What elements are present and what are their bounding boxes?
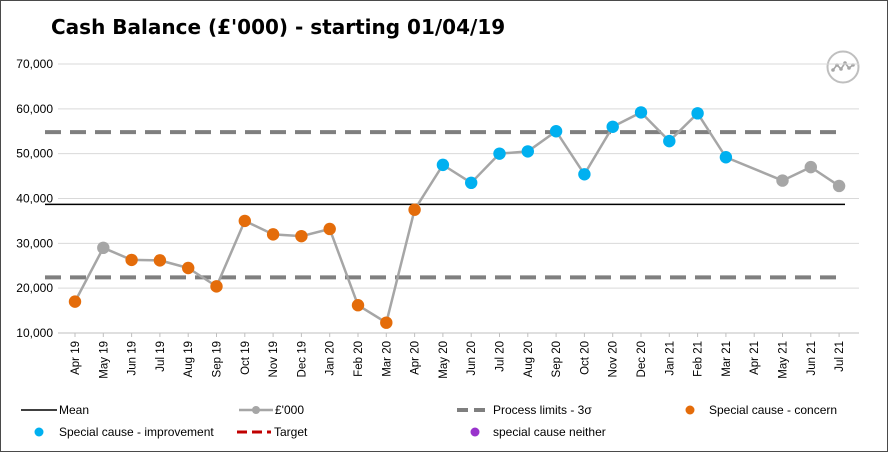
y-tick-label: 50,000 xyxy=(16,147,53,161)
legend-neither-marker xyxy=(470,427,480,437)
chart-title: Cash Balance (£'000) - starting 01/04/19 xyxy=(51,15,506,39)
x-tick-label: Sep 20 xyxy=(551,341,563,377)
data-point-improvement xyxy=(493,147,506,160)
y-tick-label: 20,000 xyxy=(16,281,53,295)
legend-concern-marker xyxy=(685,405,695,415)
y-tick-label: 30,000 xyxy=(16,236,53,250)
data-point-improvement xyxy=(634,106,648,119)
x-tick-label: Jul 19 xyxy=(155,341,167,372)
series-line xyxy=(73,111,840,324)
x-tick-label: Sep 19 xyxy=(212,341,224,377)
legend-improvement-label: Special cause - improvement xyxy=(59,425,214,439)
data-point-neutral xyxy=(97,241,110,255)
legend-mean-label: Mean xyxy=(59,403,89,417)
legend-concern-label: Special cause - concern xyxy=(709,403,837,417)
legend-improvement-marker xyxy=(34,427,44,437)
x-tick-label: Mar 21 xyxy=(721,341,733,377)
data-point-concern xyxy=(323,222,336,236)
data-point-concern xyxy=(238,214,251,228)
data-point-improvement xyxy=(521,145,534,158)
data-point-improvement xyxy=(465,176,478,190)
data-point-concern xyxy=(408,203,421,216)
x-tick-label: Dec 20 xyxy=(636,341,648,377)
data-point-neutral xyxy=(832,179,846,193)
x-tick-label: Mar 20 xyxy=(381,341,393,377)
data-point-improvement xyxy=(606,120,619,133)
x-tick-label: May 20 xyxy=(438,341,450,379)
data-point-concern xyxy=(125,253,138,267)
x-tick-label: Apr 19 xyxy=(70,341,82,375)
data-point-improvement xyxy=(436,158,450,172)
data-point-improvement xyxy=(719,151,733,164)
x-tick-label: Nov 19 xyxy=(268,341,280,377)
x-tick-label: Jul 21 xyxy=(834,341,846,372)
x-tick-label: Apr 20 xyxy=(410,341,422,375)
data-point-concern xyxy=(153,254,167,267)
x-tick-label: May 21 xyxy=(778,341,790,379)
x-tick-label: Apr 21 xyxy=(749,341,761,375)
spc-variation-icon xyxy=(826,50,860,84)
x-tick-label: Jul 20 xyxy=(495,341,507,372)
x-tick-label: May 19 xyxy=(98,341,110,379)
legend-series-label: £'000 xyxy=(275,403,304,417)
data-point-neutral xyxy=(776,174,789,187)
data-point-concern xyxy=(351,299,365,312)
y-tick-label: 70,000 xyxy=(16,57,53,71)
legend-series-marker xyxy=(252,406,260,414)
data-point-concern xyxy=(266,228,280,241)
x-tick-label: Jun 19 xyxy=(127,341,139,376)
x-tick-label: Nov 20 xyxy=(608,341,620,377)
x-tick-label: Oct 20 xyxy=(579,341,591,375)
data-point-improvement xyxy=(663,134,676,148)
data-point-concern xyxy=(68,295,82,308)
legend-target-label: Target xyxy=(274,425,308,439)
x-tick-label: Feb 21 xyxy=(693,341,705,377)
legend-process-limits-label: Process limits - 3σ xyxy=(493,403,592,417)
y-tick-label: 60,000 xyxy=(16,102,53,116)
x-tick-label: Aug 20 xyxy=(523,341,535,377)
data-point-neutral xyxy=(804,160,817,174)
data-point-improvement xyxy=(578,168,591,181)
data-point-concern xyxy=(295,229,308,243)
data-point-concern xyxy=(380,316,393,329)
x-tick-label: Jan 20 xyxy=(325,341,337,376)
x-tick-label: Feb 20 xyxy=(353,341,365,377)
x-tick-label: Aug 19 xyxy=(183,341,195,377)
y-tick-label: 10,000 xyxy=(16,326,53,340)
y-tick-label: 40,000 xyxy=(16,192,53,206)
x-tick-label: Oct 19 xyxy=(240,341,252,375)
x-tick-label: Jun 21 xyxy=(806,341,818,376)
data-point-improvement xyxy=(691,107,704,120)
data-point-concern xyxy=(182,261,195,275)
x-tick-label: Jun 20 xyxy=(466,341,478,376)
data-point-concern xyxy=(210,280,223,293)
legend-neither-label: special cause neither xyxy=(493,425,606,439)
data-point-improvement xyxy=(549,125,563,138)
x-tick-label: Dec 19 xyxy=(296,341,308,377)
x-tick-label: Jan 21 xyxy=(664,341,676,376)
